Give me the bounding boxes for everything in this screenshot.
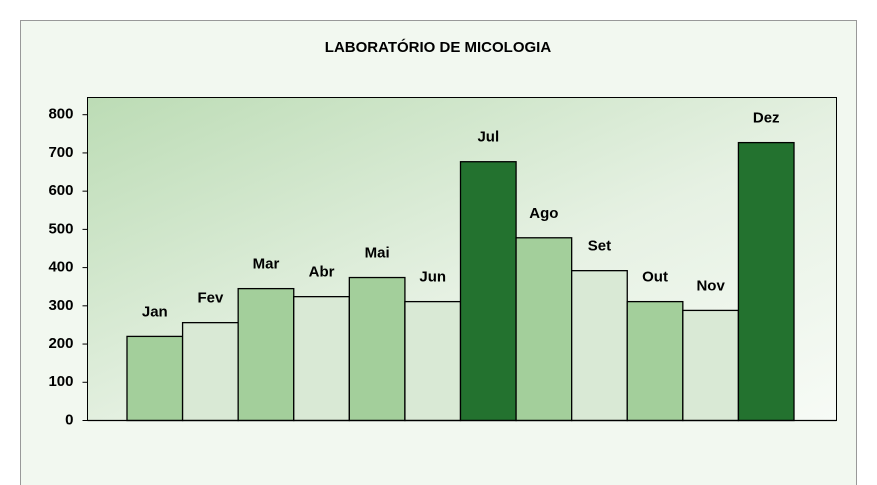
bar-category-label: Jul [477, 129, 499, 146]
y-tick-label: 0 [65, 411, 73, 428]
bar [459, 161, 517, 422]
bar [348, 276, 406, 422]
bar [181, 321, 239, 422]
bar-category-label: Mar [253, 256, 280, 273]
bar [626, 300, 684, 422]
bar-category-label: Jun [419, 269, 446, 286]
bar-category-label: Fev [197, 290, 224, 307]
y-tick-label: 100 [48, 373, 73, 390]
y-tick-label: 500 [48, 220, 73, 237]
bar [571, 270, 628, 422]
y-tick-label: 700 [48, 144, 73, 161]
y-tick-label: 300 [48, 297, 73, 314]
bar-category-label: Abr [309, 264, 335, 281]
y-tick-label: 600 [48, 182, 73, 199]
bar [237, 287, 295, 422]
y-tick-label: 200 [48, 335, 73, 352]
bar-category-label: Dez [753, 110, 780, 127]
bar [404, 300, 462, 422]
bar-category-label: Jan [142, 303, 168, 320]
bar-category-label: Out [642, 269, 668, 286]
bar-category-label: Ago [529, 205, 558, 222]
bar [682, 309, 740, 422]
bar-category-label: Mai [365, 245, 390, 262]
y-tick-label: 800 [48, 106, 73, 123]
bar [737, 141, 795, 422]
bar [293, 296, 350, 422]
bar [126, 335, 184, 422]
bar-category-label: Set [588, 238, 611, 255]
bar-category-label: Nov [696, 277, 725, 294]
y-tick-label: 400 [48, 259, 73, 276]
chart-title: LABORATÓRIO DE MICOLOGIA [325, 38, 552, 56]
bar [515, 237, 573, 422]
